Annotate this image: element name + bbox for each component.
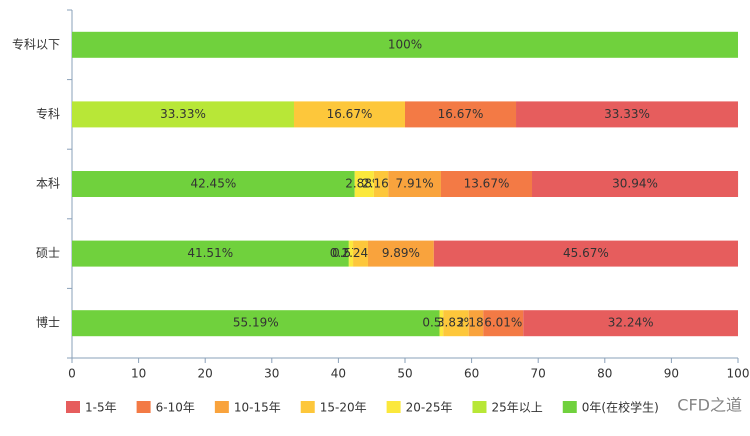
legend-swatch [472, 401, 487, 413]
bar-segment [468, 310, 484, 337]
data-label: 30.94% [612, 177, 658, 191]
x-tick-label: 30 [264, 367, 279, 381]
x-tick-label: 100 [727, 367, 750, 381]
bar-segment [433, 240, 738, 267]
bar-segment [443, 310, 469, 337]
bar-segment [516, 101, 738, 128]
y-tick-label: 博士 [36, 315, 60, 330]
legend-swatch [386, 401, 401, 413]
x-tick-label: 20 [198, 367, 213, 381]
data-label: 16.67% [438, 107, 484, 121]
x-tick-label: 0 [68, 367, 76, 381]
legend-swatch [214, 401, 229, 413]
bar-segment [373, 171, 389, 197]
data-label: 45.67% [563, 246, 609, 260]
legend-swatch [66, 401, 80, 413]
bar-segment [483, 310, 524, 337]
bar-segment [439, 310, 444, 337]
bar-segment [532, 171, 739, 197]
bar-segment [353, 240, 368, 267]
data-label: 41.51% [187, 246, 233, 260]
x-tick-label: 50 [397, 367, 412, 381]
legend-label: 25年以上 [491, 401, 542, 415]
bar-segment [367, 240, 434, 267]
bar-segment [348, 240, 350, 267]
legend-swatch [300, 401, 315, 413]
x-tick-label: 80 [597, 367, 612, 381]
bar-segment [72, 240, 349, 267]
data-label: 2.88% [345, 177, 383, 191]
legend-label: 0年(在校学生) [582, 400, 659, 415]
x-tick-label: 60 [464, 367, 479, 381]
data-label: 33.33% [160, 107, 206, 121]
legend-label: 15-20年 [320, 401, 367, 415]
bar-segment [388, 171, 441, 197]
bar-segment [354, 171, 374, 197]
legend-label: 20-25年 [406, 401, 453, 415]
legend-label: 10-15年 [234, 401, 281, 415]
x-tick-label: 70 [531, 367, 546, 381]
x-tick-label: 90 [664, 367, 679, 381]
x-tick-label: 40 [331, 367, 346, 381]
data-label: 55.19% [233, 316, 279, 330]
data-label: 32.24% [608, 316, 654, 330]
bar-segment [72, 31, 738, 58]
y-tick-label: 专科以下 [12, 36, 60, 51]
bar-segment [72, 101, 294, 128]
data-label: 3.83% [437, 316, 475, 330]
bar-segment [405, 101, 517, 128]
data-label: 7.91% [396, 177, 434, 191]
data-label: 13.67% [464, 177, 510, 191]
legend-label: 6-10年 [156, 401, 195, 415]
data-label: 16.67% [327, 107, 373, 121]
x-tick-label: 10 [131, 367, 146, 381]
data-label: 9.89% [382, 246, 420, 260]
bar-segment [293, 101, 405, 128]
data-label: 6.01% [484, 316, 522, 330]
bar-segment [72, 310, 440, 337]
legend-swatch [562, 401, 577, 413]
data-label: 100% [388, 37, 422, 51]
bar-segment [72, 171, 355, 197]
y-tick-label: 本科 [36, 177, 60, 191]
bar-segment [523, 310, 738, 337]
bar-segment [349, 240, 354, 267]
data-label: 42.45% [190, 177, 236, 191]
legend-label: 1-5年 [85, 401, 117, 415]
legend-swatch [136, 401, 151, 413]
watermark: CFD之道 [677, 396, 742, 415]
y-tick-label: 专科 [36, 106, 60, 121]
data-label: 33.33% [604, 107, 650, 121]
y-tick-label: 硕士 [36, 246, 60, 260]
bar-segment [440, 171, 533, 197]
